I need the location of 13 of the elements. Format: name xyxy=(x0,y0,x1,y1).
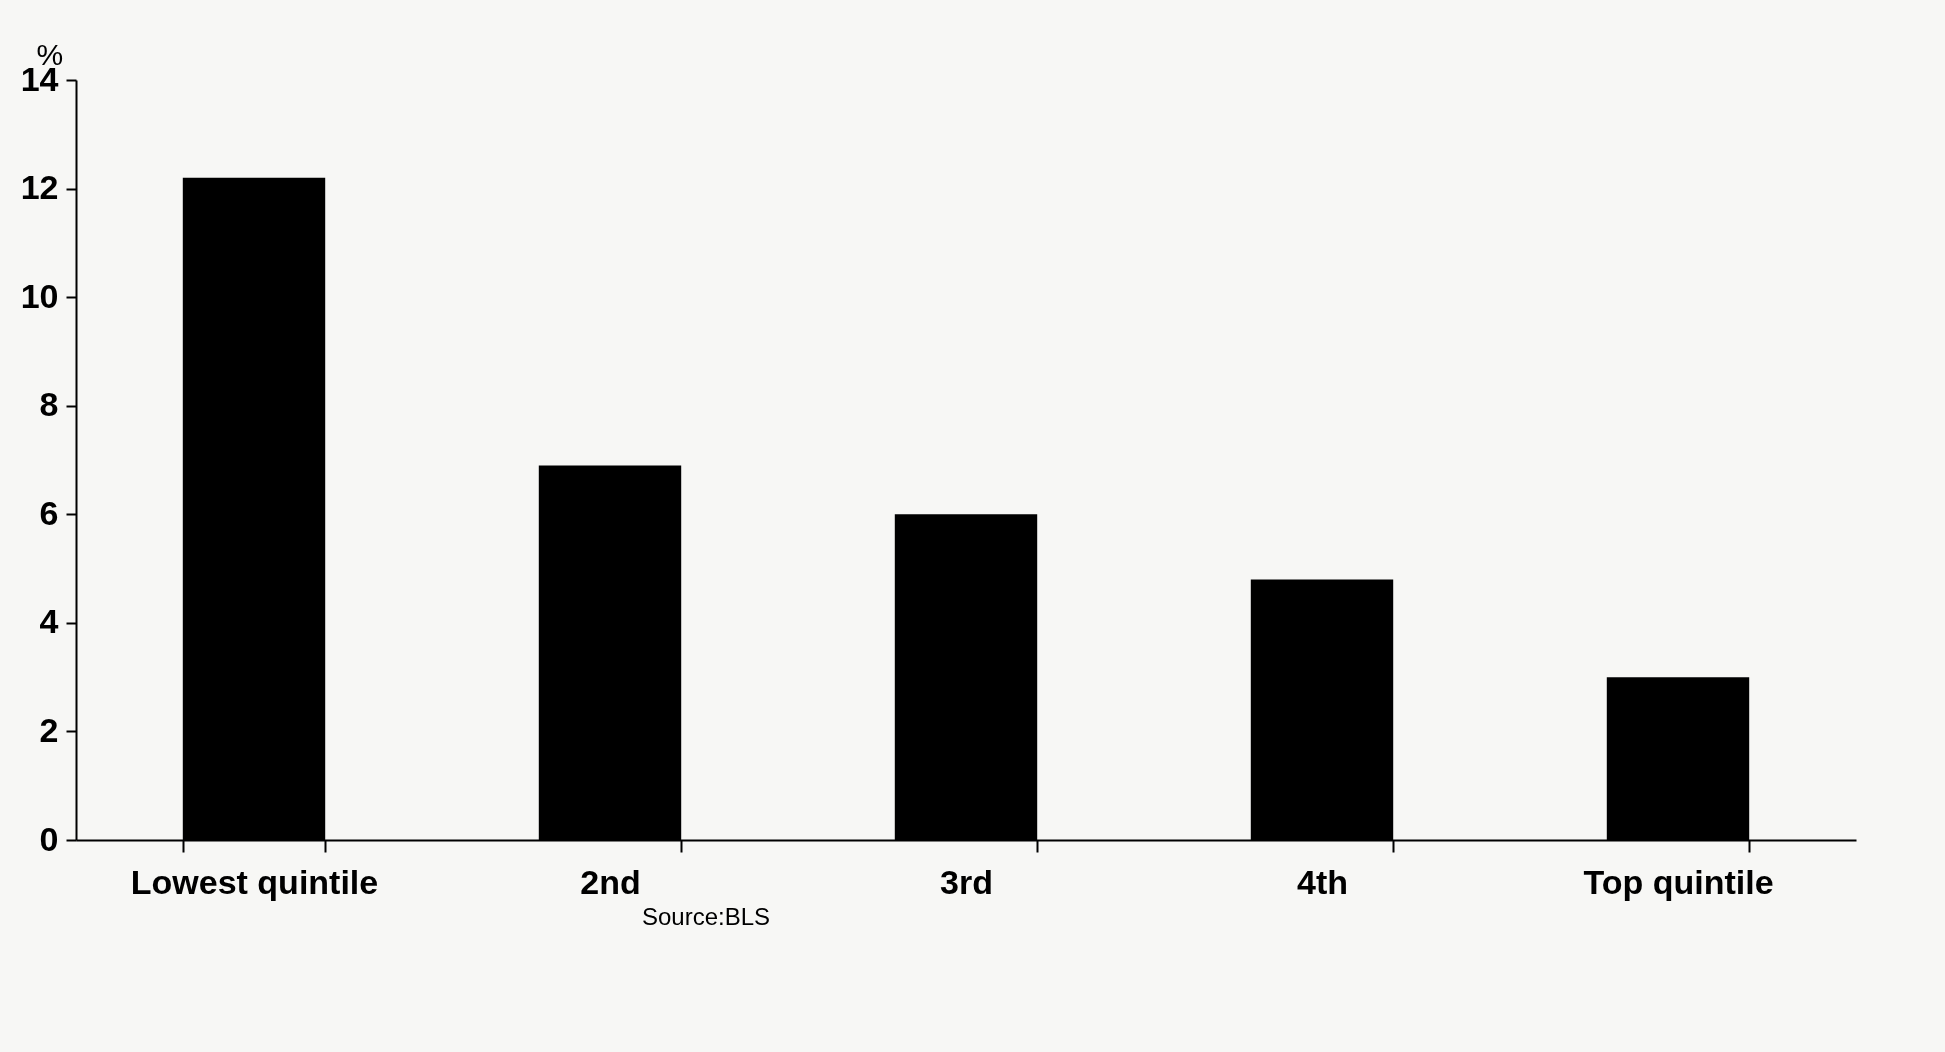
x-tick-label: 2nd xyxy=(580,862,641,901)
y-tick-label: 4 xyxy=(39,602,59,641)
y-tick-label: 8 xyxy=(39,385,59,424)
x-tick-label: 3rd xyxy=(940,862,993,901)
y-tick-label: 2 xyxy=(39,710,59,749)
source-note: Source:BLS xyxy=(641,903,771,930)
y-tick-label: 12 xyxy=(20,168,59,207)
x-tick-label: Lowest quintile xyxy=(130,862,379,901)
x-tick-label: Top quintile xyxy=(1583,862,1774,901)
x-tick-label: 4th xyxy=(1297,862,1348,901)
y-tick-label: 0 xyxy=(39,819,59,858)
y-tick-label: 6 xyxy=(39,493,59,532)
y-tick-label: 10 xyxy=(20,276,59,315)
